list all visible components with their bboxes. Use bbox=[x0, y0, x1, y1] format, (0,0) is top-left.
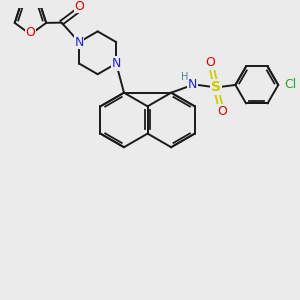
Text: Cl: Cl bbox=[284, 78, 296, 92]
Text: O: O bbox=[74, 0, 84, 13]
Text: N: N bbox=[74, 36, 84, 49]
Text: S: S bbox=[211, 80, 221, 94]
Text: O: O bbox=[217, 105, 227, 118]
Text: O: O bbox=[205, 56, 215, 69]
Text: O: O bbox=[26, 26, 35, 39]
Text: N: N bbox=[112, 57, 121, 70]
Text: H: H bbox=[181, 72, 188, 82]
Text: N: N bbox=[188, 78, 197, 92]
